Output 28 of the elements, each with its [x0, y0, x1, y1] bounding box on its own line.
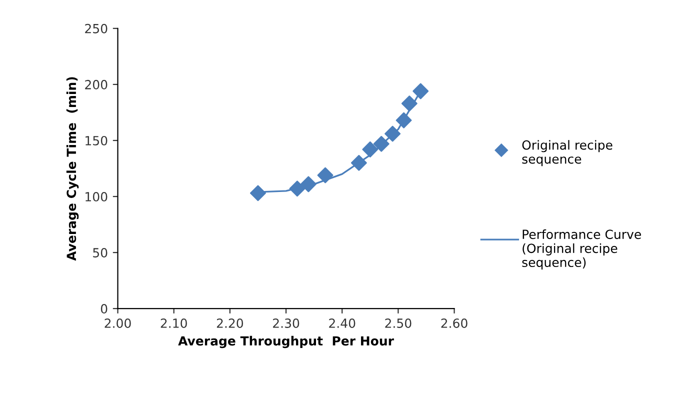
point — [384, 126, 401, 142]
x-tick-label: 2.60 — [441, 318, 468, 328]
x-tick-label: 2.50 — [385, 318, 412, 328]
y-tick-label: 250 — [85, 24, 108, 34]
x-tick-label: 2.20 — [216, 318, 244, 328]
y-tick-label: 150 — [86, 136, 108, 146]
point — [362, 141, 378, 158]
x-tick-label: 2.40 — [329, 318, 356, 328]
point — [350, 154, 367, 171]
y-tick-label: 200 — [85, 80, 108, 90]
x-tick-label: 2.00 — [104, 318, 131, 328]
x-tick-label: 2.10 — [160, 318, 187, 328]
legend-label: Performance Curve (Original recipe sequence) — [522, 229, 641, 270]
legend-label: Original recipe sequence — [522, 140, 612, 166]
point — [250, 185, 266, 202]
y-axis-title: Average Cycle Time (min) — [66, 77, 79, 261]
point — [373, 136, 390, 152]
point — [412, 83, 429, 100]
point — [289, 180, 306, 197]
x-tick-label: 2.30 — [273, 318, 300, 328]
y-tick-label: 0 — [100, 304, 108, 314]
point — [401, 96, 418, 112]
x-axis-title: Average Throughput Per Hour — [178, 336, 394, 348]
point — [317, 167, 334, 184]
point — [396, 112, 412, 128]
y-tick-label: 50 — [93, 248, 108, 258]
y-tick-label: 100 — [86, 192, 108, 202]
point — [300, 176, 316, 192]
